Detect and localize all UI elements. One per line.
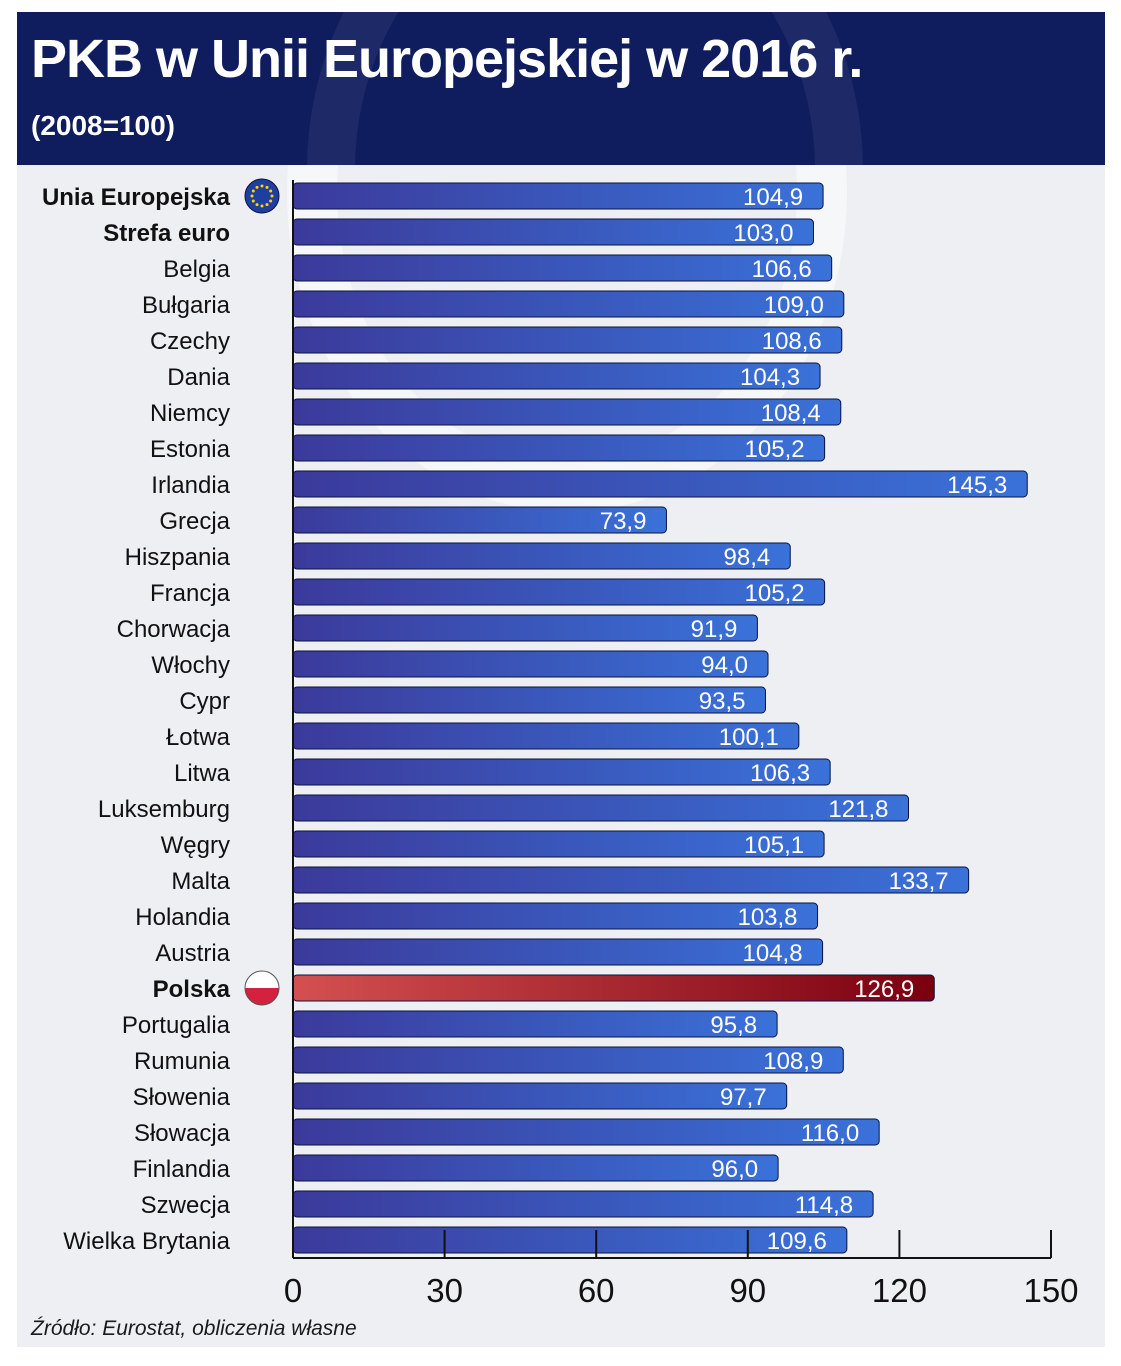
x-tick-label-90: 90 [729, 1272, 766, 1309]
bar-malta [292, 866, 970, 894]
bar-wielka-brytania [292, 1226, 848, 1254]
value-label-belgia: 106,6 [752, 256, 812, 283]
category-label-holandia: Holandia [135, 904, 230, 931]
bar-wlochy [292, 650, 769, 678]
category-label-litwa: Litwa [174, 760, 231, 787]
value-label-unia-europejska: 104,9 [743, 184, 803, 211]
value-label-litwa: 106,3 [750, 760, 810, 787]
category-label-czechy: Czechy [150, 328, 230, 355]
category-label-slowenia: Słowenia [133, 1084, 231, 1111]
bar-irlandia [292, 470, 1028, 498]
category-label-lotwa: Łotwa [166, 724, 231, 751]
category-label-austria: Austria [155, 940, 230, 967]
category-label-grecja: Grecja [159, 508, 230, 535]
value-label-portugalia: 95,8 [710, 1012, 757, 1039]
value-label-cypr: 93,5 [699, 688, 746, 715]
poland-flag-icon [244, 970, 280, 1006]
category-label-wlochy: Włochy [151, 652, 230, 679]
bar-polska [292, 974, 935, 1002]
chart-header: PKB w Unii Europejskiej w 2016 r. (2008=… [17, 12, 1105, 165]
x-tick-label-60: 60 [578, 1272, 615, 1309]
category-label-polska: Polska [153, 976, 231, 1003]
category-label-belgia: Belgia [163, 256, 230, 283]
x-tick-label-120: 120 [872, 1272, 927, 1309]
bar-finlandia [292, 1154, 779, 1182]
category-label-finlandia: Finlandia [133, 1156, 231, 1183]
category-label-unia-europejska: Unia Europejska [42, 184, 231, 211]
value-label-bulgaria: 109,0 [764, 292, 824, 319]
bar-czechy [292, 326, 843, 354]
value-label-wielka-brytania: 109,6 [767, 1228, 827, 1255]
value-label-slowenia: 97,7 [720, 1084, 767, 1111]
value-label-dania: 104,3 [740, 364, 800, 391]
value-label-slowacja: 116,0 [801, 1120, 859, 1147]
category-label-cypr: Cypr [179, 688, 230, 715]
value-label-irlandia: 145,3 [947, 472, 1007, 499]
value-label-francja: 105,2 [745, 580, 805, 607]
category-label-dania: Dania [167, 364, 230, 391]
value-label-wegry: 105,1 [744, 832, 804, 859]
chart-title: PKB w Unii Europejskiej w 2016 r. [31, 29, 863, 89]
bar-szwecja [292, 1190, 874, 1218]
value-label-luksemburg: 121,8 [828, 796, 888, 823]
value-label-niemcy: 108,4 [761, 400, 821, 427]
bar-bulgaria [292, 290, 845, 318]
bars-layer: Unia Europejska 104,9 Strefa euro 103,0 Belg… [42, 178, 1028, 1255]
category-label-szwecja: Szwecja [141, 1192, 231, 1219]
bar-cypr [292, 686, 766, 714]
value-label-estonia: 105,2 [745, 436, 805, 463]
value-label-polska: 126,9 [854, 976, 914, 1003]
bar-hiszpania [292, 542, 791, 570]
bar-slowacja [292, 1118, 880, 1146]
value-label-czechy: 108,6 [762, 328, 822, 355]
bar-slowenia [292, 1082, 788, 1110]
value-label-hiszpania: 98,4 [724, 544, 771, 571]
bar-rumunia [292, 1046, 844, 1074]
chart-subtitle: (2008=100) [31, 110, 176, 141]
eu-flag-icon [244, 178, 280, 214]
bar-chorwacja [292, 614, 758, 642]
category-label-irlandia: Irlandia [151, 472, 230, 499]
value-label-wlochy: 94,0 [701, 652, 748, 679]
x-tick-label-0: 0 [284, 1272, 302, 1309]
category-label-rumunia: Rumunia [134, 1048, 231, 1075]
value-label-holandia: 103,8 [737, 904, 797, 931]
value-label-strefa-euro: 103,0 [733, 220, 793, 247]
x-axis: 0 30 60 90 120 150 [284, 180, 1079, 1309]
category-label-wielka-brytania: Wielka Brytania [63, 1228, 230, 1255]
value-label-szwecja: 114,8 [795, 1192, 853, 1219]
value-label-malta: 133,7 [889, 868, 949, 895]
category-label-portugalia: Portugalia [122, 1012, 231, 1039]
category-label-malta: Malta [171, 868, 230, 895]
value-label-finlandia: 96,0 [711, 1156, 758, 1183]
bar-niemcy [292, 398, 842, 426]
category-label-chorwacja: Chorwacja [117, 616, 231, 643]
x-tick-label-150: 150 [1023, 1272, 1078, 1309]
bar-luksemburg [292, 794, 909, 822]
value-label-lotwa: 100,1 [719, 724, 779, 751]
category-label-slowacja: Słowacja [134, 1120, 231, 1147]
value-label-rumunia: 108,9 [763, 1048, 823, 1075]
value-label-grecja: 73,9 [600, 508, 647, 535]
category-label-niemcy: Niemcy [150, 400, 230, 427]
category-label-estonia: Estonia [150, 436, 231, 463]
category-label-strefa-euro: Strefa euro [103, 220, 230, 247]
source-note: Źródło: Eurostat, obliczenia własne [31, 1317, 357, 1340]
category-label-bulgaria: Bułgaria [142, 292, 231, 319]
category-label-hiszpania: Hiszpania [125, 544, 231, 571]
value-label-austria: 104,8 [743, 940, 803, 967]
category-label-luksemburg: Luksemburg [98, 796, 230, 823]
value-label-chorwacja: 91,9 [691, 616, 738, 643]
bar-portugalia [292, 1010, 778, 1038]
category-label-francja: Francja [150, 580, 231, 607]
x-tick-label-30: 30 [426, 1272, 463, 1309]
category-label-wegry: Węgry [161, 832, 230, 859]
